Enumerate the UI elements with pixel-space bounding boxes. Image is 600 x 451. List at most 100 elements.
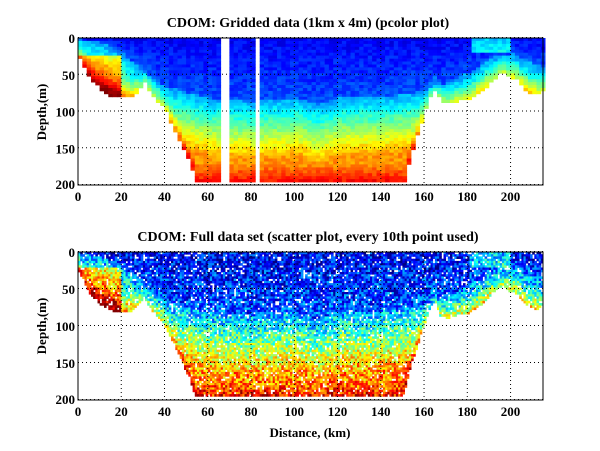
heatmap-cell — [363, 52, 369, 56]
scatter-point — [125, 298, 129, 302]
heatmap-cell — [290, 161, 295, 165]
scatter-point — [93, 258, 96, 262]
heatmap-cell — [315, 79, 321, 83]
heatmap-cell — [194, 61, 200, 65]
heatmap-cell — [212, 108, 217, 112]
heatmap-cell — [363, 88, 369, 92]
heatmap-cell — [484, 49, 490, 54]
scatter-point — [91, 256, 94, 259]
heatmap-cell — [194, 132, 200, 136]
scatter-point — [82, 265, 85, 268]
heatmap-cell — [281, 149, 286, 153]
heatmap-cell — [354, 79, 360, 83]
heatmap-cell — [393, 102, 399, 106]
scatter-point — [184, 320, 187, 324]
heatmap-cell — [445, 58, 451, 62]
scatter-point — [177, 285, 181, 288]
heatmap-cell — [229, 170, 235, 174]
heatmap-cell — [385, 52, 390, 56]
heatmap-cell — [272, 120, 278, 124]
scatter-point — [175, 345, 178, 348]
scatter-point — [155, 278, 159, 282]
scatter-point — [123, 300, 126, 304]
heatmap-cell — [116, 76, 122, 80]
scatter-point — [108, 272, 111, 275]
scatter-point — [164, 252, 168, 255]
heatmap-cell — [129, 52, 135, 56]
heatmap-cell — [372, 140, 377, 145]
heatmap-cell — [199, 105, 204, 109]
scatter-point — [184, 283, 187, 286]
scatter-point — [162, 305, 165, 308]
heatmap-cell — [91, 70, 96, 74]
heatmap-cell — [203, 58, 209, 62]
heatmap-cell — [333, 143, 338, 148]
heatmap-cell — [186, 64, 191, 68]
scatter-point — [114, 258, 118, 262]
heatmap-cell — [238, 129, 243, 133]
heatmap-cell — [315, 49, 321, 54]
scatter-point — [177, 294, 181, 297]
scatter-point — [125, 305, 129, 308]
heatmap-cell — [402, 132, 408, 136]
heatmap-cell — [398, 179, 403, 183]
scatter-point — [166, 305, 170, 308]
heatmap-cell — [402, 96, 408, 101]
scatter-point — [184, 365, 187, 368]
heatmap-cell — [532, 55, 537, 59]
heatmap-cell — [411, 40, 416, 45]
scatter-point — [194, 298, 198, 302]
heatmap-cell — [484, 64, 490, 68]
scatter-point — [116, 258, 120, 262]
heatmap-cell — [393, 58, 399, 62]
heatmap-cell — [238, 82, 243, 86]
scatter-point — [175, 331, 178, 335]
heatmap-cell — [367, 58, 373, 62]
heatmap-cell — [246, 167, 252, 171]
heatmap-cell — [298, 176, 304, 180]
heatmap-cell — [151, 40, 157, 45]
heatmap-cell — [415, 90, 421, 95]
scatter-point — [116, 294, 120, 297]
heatmap-cell — [527, 43, 533, 48]
heatmap-cell — [359, 38, 364, 42]
heatmap-cell — [393, 38, 399, 42]
scatter-point — [134, 292, 137, 295]
heatmap-cell — [272, 146, 278, 151]
heatmap-cell — [445, 99, 451, 103]
heatmap-cell — [164, 88, 170, 92]
heatmap-cell — [298, 102, 304, 106]
heatmap-cell — [467, 43, 472, 48]
scatter-point — [129, 269, 133, 273]
scatter-point — [153, 278, 157, 282]
scatter-point — [179, 278, 183, 282]
scatter-point — [171, 336, 174, 339]
heatmap-cell — [411, 55, 416, 59]
heatmap-cell — [281, 108, 286, 112]
heatmap-cell — [125, 93, 131, 98]
heatmap-cell — [242, 152, 248, 156]
heatmap-cell — [320, 49, 325, 54]
heatmap-cell — [151, 61, 157, 65]
heatmap-cell — [315, 152, 321, 156]
scatter-point — [164, 260, 168, 264]
heatmap-cell — [194, 152, 200, 156]
heatmap-cell — [458, 96, 464, 101]
scatter-point — [121, 289, 124, 293]
heatmap-cell — [264, 123, 269, 127]
scatter-point — [138, 267, 142, 271]
heatmap-cell — [142, 58, 148, 62]
scatter-point — [181, 334, 185, 337]
heatmap-cell — [393, 79, 399, 83]
heatmap-cell — [173, 52, 178, 56]
heatmap-cell — [393, 67, 399, 71]
heatmap-cell — [194, 143, 200, 148]
scatter-point — [142, 274, 146, 277]
heatmap-cell — [186, 152, 191, 156]
heatmap-cell — [181, 55, 187, 59]
scatter-point — [145, 254, 148, 257]
scatter-point — [78, 254, 81, 257]
heatmap-cell — [203, 105, 209, 109]
heatmap-cell — [285, 79, 291, 83]
heatmap-cell — [354, 38, 360, 42]
